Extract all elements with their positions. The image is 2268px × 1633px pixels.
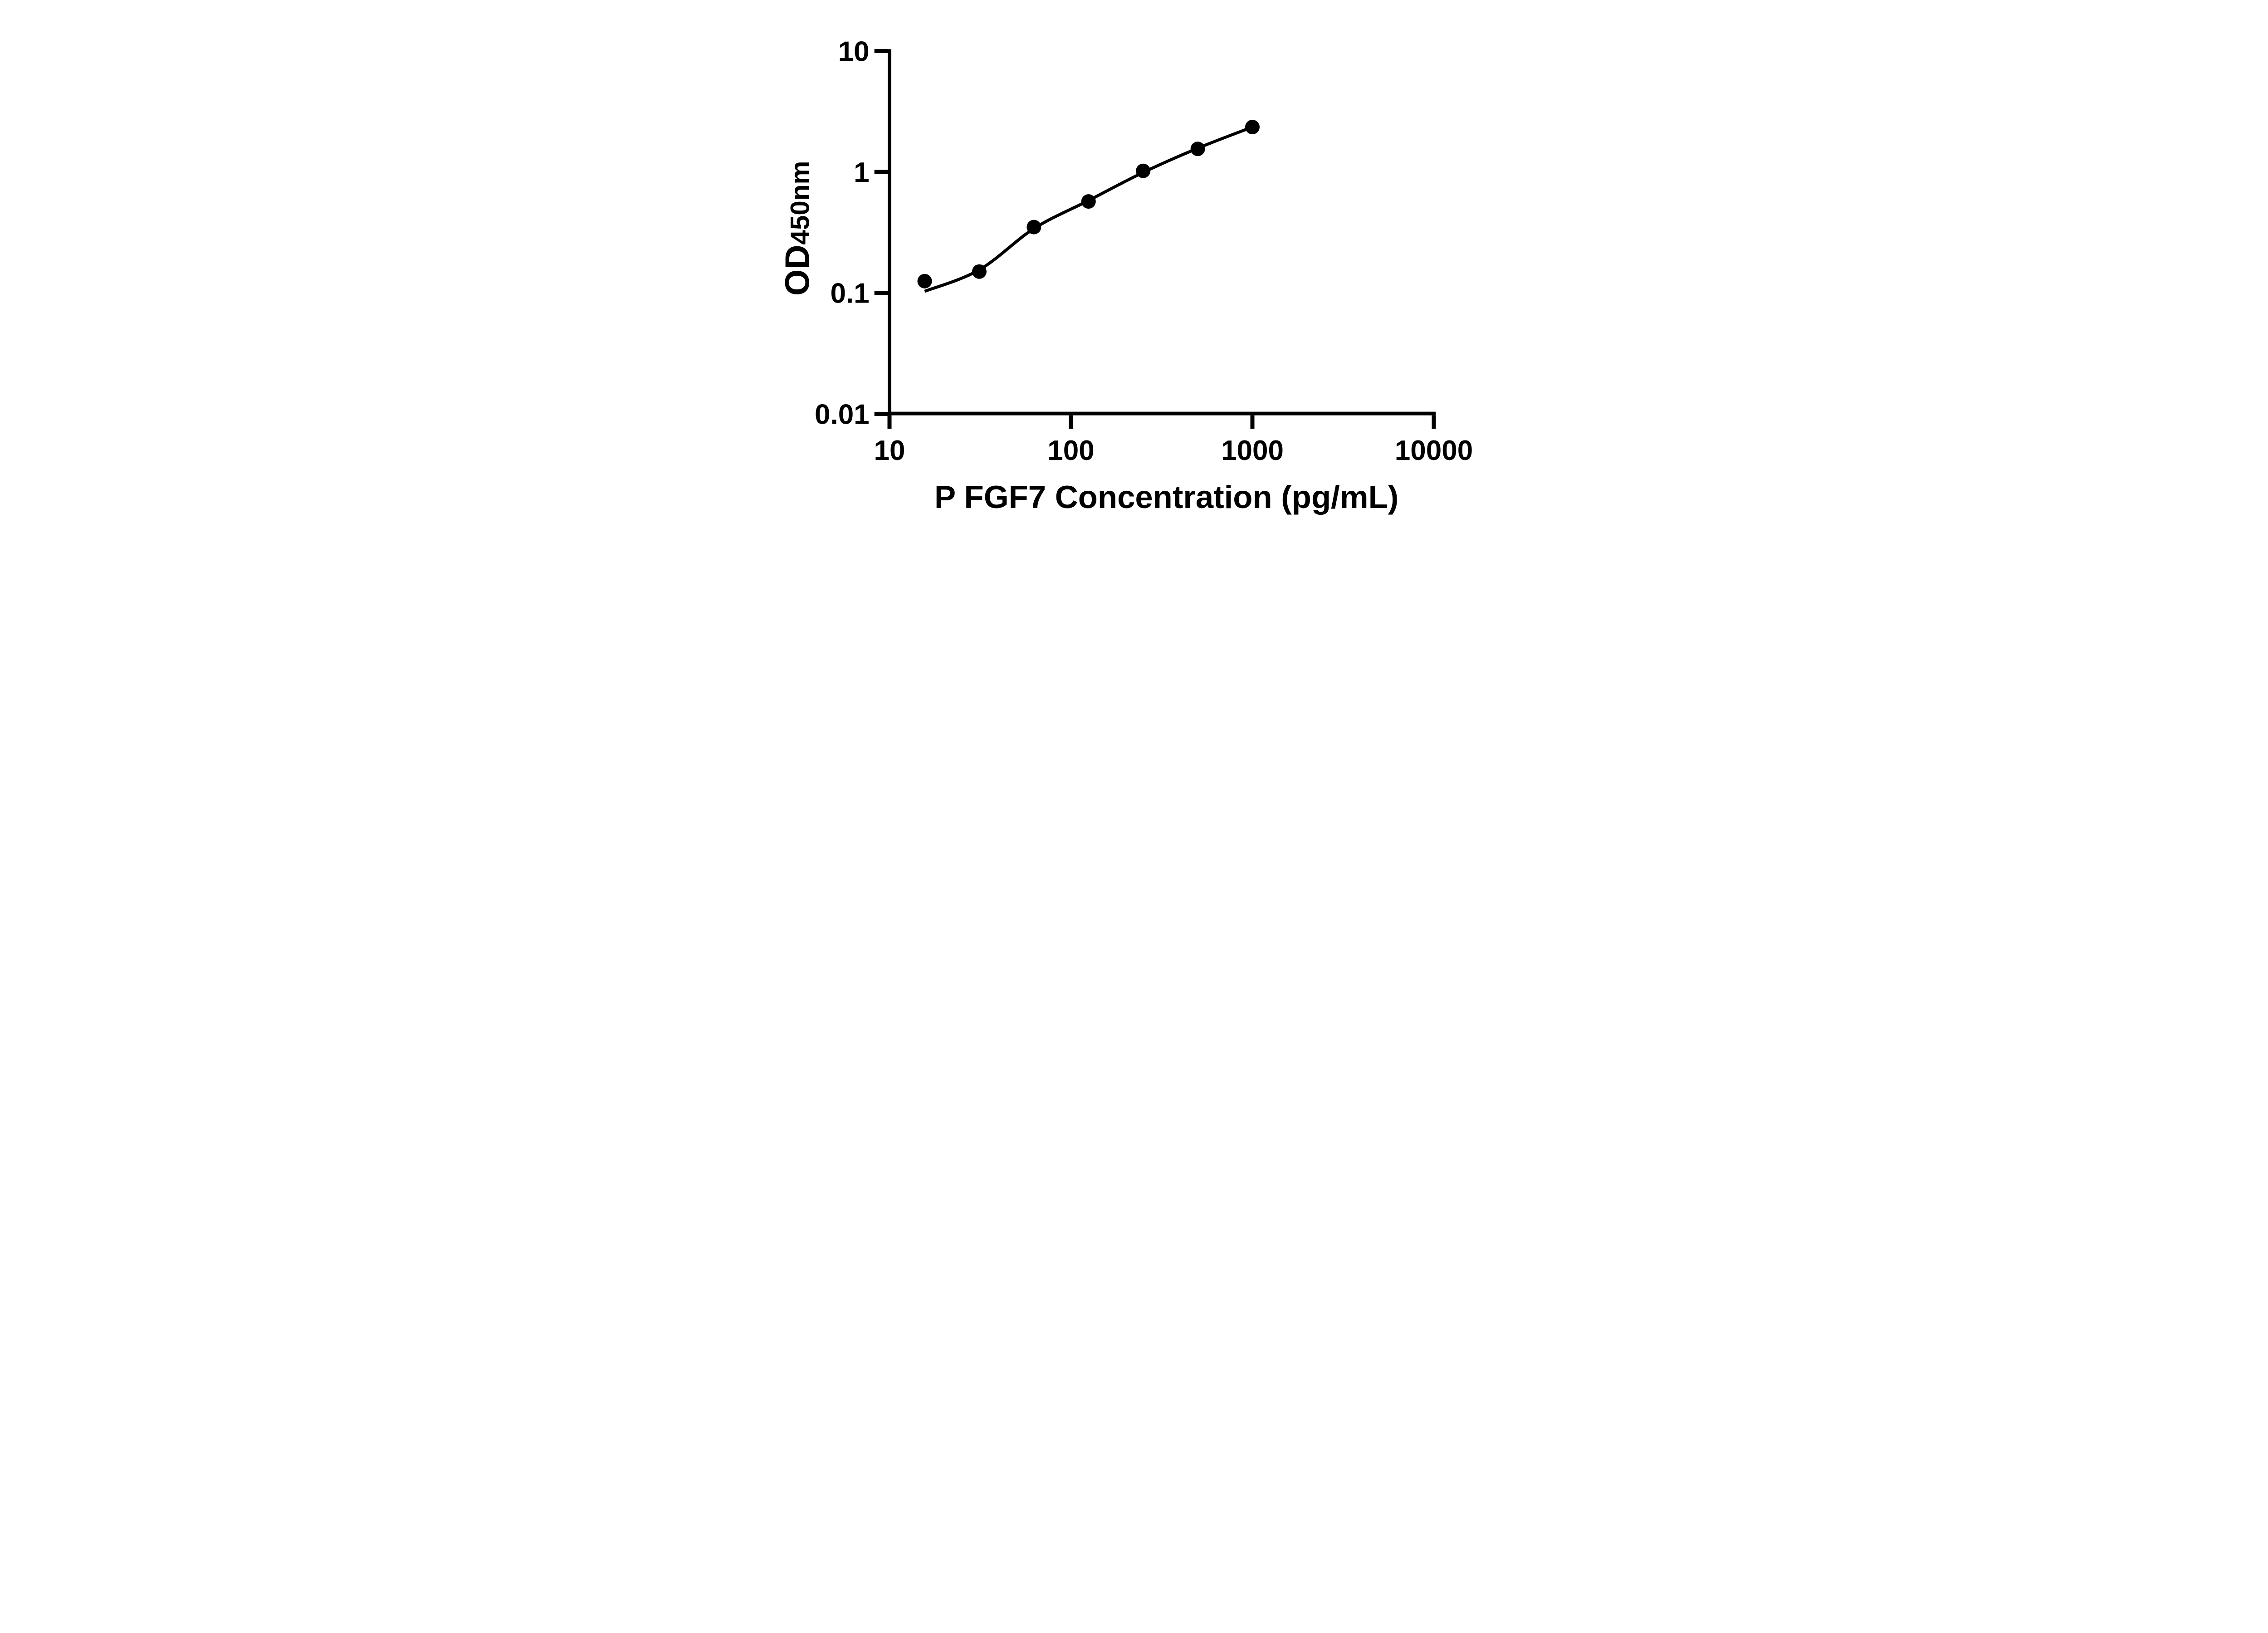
y-tick-label: 1 <box>854 157 869 188</box>
data-points <box>917 120 1260 288</box>
x-tick-label: 10000 <box>1395 435 1473 466</box>
x-tick-label: 10 <box>874 435 905 466</box>
y-tick-label: 10 <box>838 36 870 67</box>
x-tick-label: 100 <box>1047 435 1094 466</box>
y-axis-title: OD450nm <box>778 161 816 296</box>
data-point <box>972 264 987 279</box>
y-tick-label: 0.1 <box>830 278 869 309</box>
y-axis-ticks <box>874 49 888 416</box>
x-axis-ticks <box>887 415 1436 429</box>
y-tick-label: 0.01 <box>815 399 870 430</box>
elisa-standard-curve-figure: 10 1 0.1 0.01 10 100 1000 10000 P FGF7 Concent… <box>751 0 1517 544</box>
axis-frame-group <box>888 49 1436 416</box>
y-axis-tick-labels: 10 1 0.1 0.01 <box>815 36 870 430</box>
x-axis-tick-labels: 10 100 1000 10000 <box>874 435 1473 466</box>
y-axis-title-sub: 450nm <box>785 161 815 245</box>
elisa-standard-curve-chart: 10 1 0.1 0.01 10 100 1000 10000 P FGF7 Concent… <box>751 0 1517 544</box>
data-point <box>1190 142 1205 156</box>
x-axis-title: P FGF7 Concentration (pg/mL) <box>934 479 1398 515</box>
data-point <box>1026 220 1041 235</box>
data-point <box>1245 120 1260 135</box>
data-point <box>1136 163 1151 178</box>
y-axis-title-main: OD <box>778 244 816 296</box>
x-tick-label: 1000 <box>1221 435 1284 466</box>
axis-frame <box>888 49 1436 416</box>
data-point <box>1081 194 1096 209</box>
data-point <box>917 274 932 288</box>
